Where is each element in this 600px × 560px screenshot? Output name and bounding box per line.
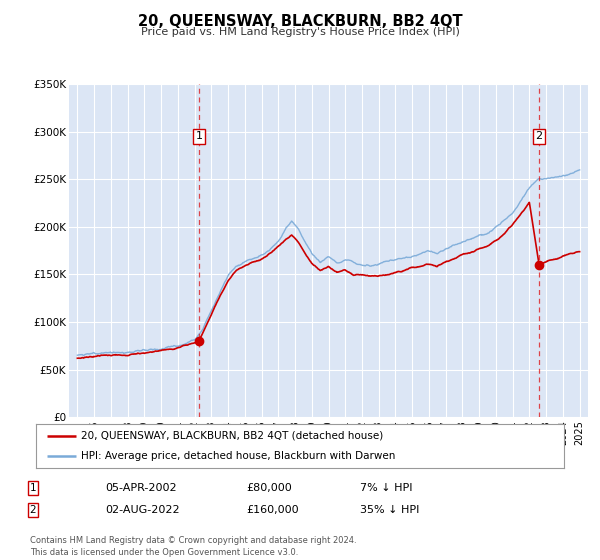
Text: Contains HM Land Registry data © Crown copyright and database right 2024.: Contains HM Land Registry data © Crown c… — [30, 536, 356, 545]
Text: £160,000: £160,000 — [246, 505, 299, 515]
Text: 05-APR-2002: 05-APR-2002 — [105, 483, 176, 493]
Text: This data is licensed under the Open Government Licence v3.0.: This data is licensed under the Open Gov… — [30, 548, 298, 557]
Text: 02-AUG-2022: 02-AUG-2022 — [105, 505, 179, 515]
Text: HPI: Average price, detached house, Blackburn with Darwen: HPI: Average price, detached house, Blac… — [81, 451, 395, 461]
Text: 20, QUEENSWAY, BLACKBURN, BB2 4QT (detached house): 20, QUEENSWAY, BLACKBURN, BB2 4QT (detac… — [81, 431, 383, 441]
Text: 2: 2 — [536, 132, 542, 141]
Text: 1: 1 — [29, 483, 37, 493]
Text: Price paid vs. HM Land Registry's House Price Index (HPI): Price paid vs. HM Land Registry's House … — [140, 27, 460, 37]
Text: 7% ↓ HPI: 7% ↓ HPI — [360, 483, 413, 493]
Text: £80,000: £80,000 — [246, 483, 292, 493]
Text: 1: 1 — [196, 132, 203, 141]
Text: 2: 2 — [29, 505, 37, 515]
Text: 20, QUEENSWAY, BLACKBURN, BB2 4QT: 20, QUEENSWAY, BLACKBURN, BB2 4QT — [137, 14, 463, 29]
Text: 35% ↓ HPI: 35% ↓ HPI — [360, 505, 419, 515]
